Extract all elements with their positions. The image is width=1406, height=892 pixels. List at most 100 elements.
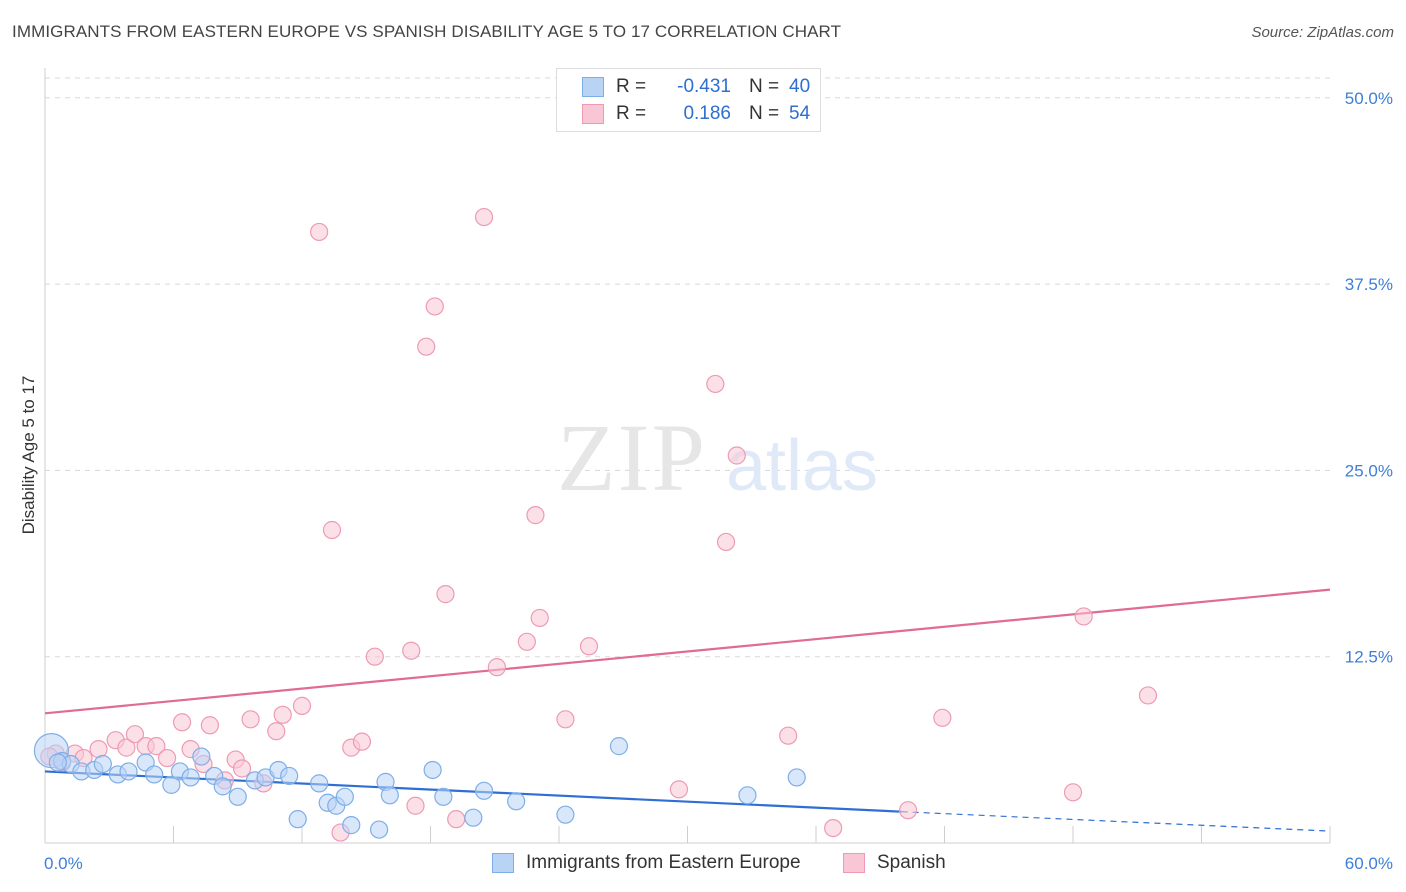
point-spanish xyxy=(517,632,536,651)
point-spanish xyxy=(1074,607,1093,626)
point-spanish xyxy=(365,647,384,666)
point-eastern-europe xyxy=(609,737,629,756)
point-spanish xyxy=(933,708,952,727)
legend-r-label: R = xyxy=(616,76,647,97)
point-spanish xyxy=(530,608,549,628)
y-axis-label: Disability Age 5 to 17 xyxy=(19,376,38,535)
point-spanish xyxy=(89,740,108,759)
point-spanish xyxy=(406,796,425,815)
point-eastern-europe xyxy=(280,766,299,786)
point-eastern-europe xyxy=(335,787,354,806)
legend-swatch-blue xyxy=(582,77,604,97)
point-spanish xyxy=(1063,783,1083,802)
y-tick-label: 12.5% xyxy=(1345,648,1393,667)
point-spanish xyxy=(526,506,545,525)
point-spanish xyxy=(402,641,421,660)
legend-n-label: N = xyxy=(749,76,780,97)
point-spanish xyxy=(669,780,689,799)
legend-label-spanish: Spanish xyxy=(877,852,946,873)
point-eastern-europe xyxy=(474,781,494,800)
point-spanish xyxy=(824,818,843,838)
point-spanish xyxy=(425,297,444,316)
chart-source: Source: ZipAtlas.com xyxy=(1251,24,1394,41)
point-spanish xyxy=(716,532,736,552)
point-eastern-europe xyxy=(380,786,399,805)
watermark-atlas: atlas xyxy=(726,426,878,506)
trend-line-eastern-europe-extension xyxy=(901,811,1331,832)
point-eastern-europe xyxy=(228,787,247,806)
x-tick-label: 60.0% xyxy=(1345,854,1393,873)
point-eastern-europe xyxy=(787,768,806,787)
point-eastern-europe xyxy=(48,753,67,772)
point-spanish xyxy=(232,759,252,778)
legend-r-value: -0.431 xyxy=(677,76,731,97)
point-eastern-europe xyxy=(370,820,389,839)
legend-r-value: 0.186 xyxy=(683,103,731,124)
point-spanish xyxy=(727,446,746,465)
point-spanish xyxy=(436,585,455,604)
point-spanish xyxy=(556,710,575,729)
point-spanish xyxy=(447,810,466,829)
point-spanish xyxy=(779,726,798,745)
legend-swatch-pink xyxy=(582,104,604,124)
legend-row-series1: R = -0.431 N = 40 xyxy=(557,74,810,100)
point-eastern-europe xyxy=(310,774,329,793)
legend-swatch-blue xyxy=(492,853,514,873)
grid-lines xyxy=(45,77,1330,658)
point-spanish xyxy=(273,705,292,724)
point-eastern-europe xyxy=(145,765,164,784)
point-spanish xyxy=(172,713,192,732)
point-eastern-europe xyxy=(464,808,483,827)
point-eastern-europe xyxy=(738,786,757,805)
point-spanish xyxy=(241,710,260,729)
legend-n-value: 54 xyxy=(789,103,811,124)
legend-r-label: R = xyxy=(616,103,647,124)
legend-item-eastern-europe: Immigrants from Eastern Europe xyxy=(492,852,801,874)
point-eastern-europe xyxy=(181,768,200,787)
point-spanish xyxy=(310,222,329,242)
legend-n-label: N = xyxy=(749,103,780,124)
point-eastern-europe xyxy=(434,787,453,806)
point-eastern-europe xyxy=(213,777,232,796)
point-spanish xyxy=(117,738,136,757)
point-eastern-europe xyxy=(507,792,526,811)
point-spanish xyxy=(147,737,166,756)
y-tick-label: 50.0% xyxy=(1345,89,1393,108)
point-eastern-europe xyxy=(288,810,307,829)
legend-label-eastern-europe: Immigrants from Eastern Europe xyxy=(526,852,801,873)
data-points xyxy=(33,207,1158,842)
point-eastern-europe xyxy=(162,775,181,794)
series-legend: Immigrants from Eastern Europe Spanish xyxy=(0,852,1406,878)
tick-labels: 12.5% 25.0% 37.5% 50.0% 0.0% 60.0% xyxy=(44,89,1393,873)
chart-title: IMMIGRANTS FROM EASTERN EUROPE VS SPANIS… xyxy=(12,22,842,41)
point-spanish xyxy=(352,732,372,751)
point-spanish xyxy=(579,637,599,656)
legend-row-series2: R = 0.186 N = 54 xyxy=(557,101,810,127)
y-tick-label: 37.5% xyxy=(1345,275,1393,294)
point-spanish xyxy=(706,374,725,394)
point-eastern-europe xyxy=(119,762,138,781)
point-spanish xyxy=(157,748,177,768)
y-tick-label: 25.0% xyxy=(1345,461,1393,480)
axes xyxy=(44,68,1331,844)
legend-swatch-pink xyxy=(843,853,865,873)
trend-line-spanish xyxy=(44,588,1331,715)
point-eastern-europe xyxy=(93,754,112,774)
x-tick-label: 0.0% xyxy=(44,854,83,873)
point-spanish xyxy=(322,520,342,540)
watermark-zip: ZIP xyxy=(557,404,707,511)
point-eastern-europe xyxy=(342,816,361,835)
point-spanish xyxy=(487,658,506,677)
point-spanish xyxy=(417,337,436,356)
legend-item-spanish: Spanish xyxy=(843,852,946,874)
point-eastern-europe xyxy=(423,760,442,780)
point-spanish xyxy=(898,801,918,820)
point-spanish xyxy=(292,696,312,715)
correlation-legend: R = -0.431 N = 40 R = 0.186 N = 54 xyxy=(556,68,821,132)
point-spanish xyxy=(474,207,494,227)
point-eastern-europe xyxy=(556,805,575,824)
point-spanish xyxy=(267,722,286,741)
legend-n-value: 40 xyxy=(789,76,811,97)
point-spanish xyxy=(125,725,145,744)
